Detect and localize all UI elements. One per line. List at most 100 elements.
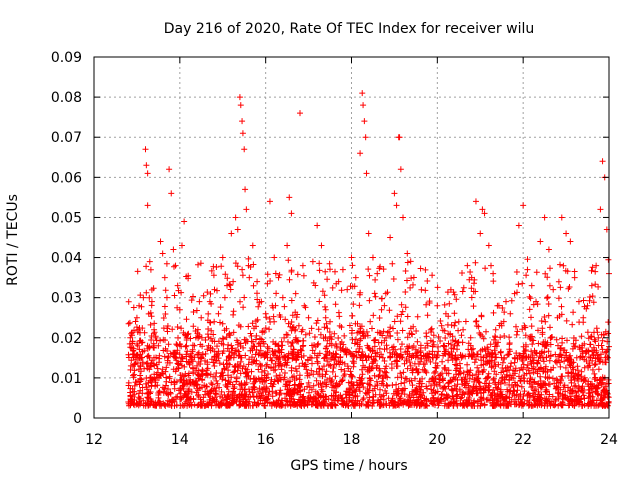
data-point — [397, 166, 404, 173]
data-point — [284, 242, 291, 249]
data-point — [447, 330, 454, 337]
data-point — [503, 298, 509, 305]
data-point — [335, 278, 342, 285]
data-point — [374, 270, 381, 277]
data-point — [262, 310, 269, 317]
data-point — [348, 254, 355, 261]
x-tick-label: 22 — [514, 432, 532, 448]
data-point — [550, 286, 557, 293]
data-point — [309, 258, 316, 265]
y-tick-label: 0.04 — [51, 251, 82, 267]
data-point — [362, 134, 369, 141]
data-point — [479, 206, 486, 213]
data-point — [391, 190, 398, 197]
data-point — [168, 190, 175, 197]
x-tick-label: 24 — [600, 432, 618, 448]
y-tick-label: 0.06 — [51, 170, 82, 186]
data-point — [242, 186, 249, 193]
data-markers — [125, 90, 612, 409]
data-point — [498, 322, 505, 329]
data-point — [485, 242, 492, 249]
x-tick-label: 18 — [343, 432, 361, 448]
data-point — [528, 282, 535, 289]
data-point — [520, 202, 527, 209]
data-point — [352, 274, 359, 281]
data-point — [243, 206, 250, 213]
data-point — [236, 94, 243, 101]
data-point — [567, 238, 574, 245]
data-point — [136, 302, 143, 309]
y-tick-label: 0.09 — [51, 50, 82, 66]
data-point — [515, 222, 522, 229]
y-tick-label: 0.07 — [51, 130, 82, 146]
data-point — [593, 262, 600, 269]
data-point — [228, 230, 235, 237]
y-tick-label: 0.05 — [51, 210, 82, 226]
data-point — [133, 314, 140, 321]
data-point — [258, 298, 265, 305]
data-point — [558, 214, 565, 221]
data-point — [211, 318, 218, 325]
data-point — [176, 306, 183, 313]
data-point — [322, 306, 329, 313]
data-point — [181, 218, 188, 225]
data-point — [314, 222, 321, 229]
data-point — [494, 302, 501, 309]
data-point — [138, 354, 145, 361]
data-point — [442, 310, 449, 317]
y-tick-label: 0 — [73, 411, 82, 427]
data-point — [434, 302, 441, 309]
data-point — [318, 242, 325, 249]
x-tick-label: 16 — [257, 432, 275, 448]
data-point — [142, 146, 149, 153]
data-point — [408, 330, 415, 337]
data-point — [292, 290, 299, 297]
data-point — [305, 314, 312, 321]
data-point — [331, 330, 338, 337]
data-point — [219, 254, 226, 261]
data-point — [387, 234, 394, 241]
data-point — [125, 398, 132, 405]
data-point — [451, 342, 458, 349]
data-point — [198, 370, 205, 377]
data-point — [232, 214, 239, 221]
chart-title: Day 216 of 2020, Rate Of TEC Index for r… — [164, 21, 534, 37]
data-point — [206, 298, 213, 305]
data-point — [481, 210, 488, 217]
data-point — [490, 270, 497, 277]
data-point — [159, 250, 166, 257]
data-point — [412, 346, 419, 353]
data-point — [472, 198, 479, 205]
x-tick-label: 12 — [85, 432, 103, 448]
data-point — [237, 102, 244, 109]
data-point — [404, 250, 411, 257]
data-point — [363, 170, 370, 177]
data-point — [588, 282, 595, 289]
data-point — [140, 294, 147, 301]
data-point — [537, 238, 544, 245]
data-point — [438, 322, 445, 329]
data-point — [144, 170, 151, 177]
x-tick-label: 14 — [171, 432, 189, 448]
data-point — [360, 102, 367, 109]
data-point — [400, 214, 406, 221]
data-point — [339, 266, 346, 273]
data-point — [189, 346, 196, 353]
data-point — [148, 298, 155, 305]
data-point — [460, 326, 467, 333]
data-point — [359, 90, 366, 97]
data-point — [131, 382, 138, 389]
data-point — [477, 230, 484, 237]
data-point — [464, 262, 471, 269]
data-point — [172, 262, 179, 269]
data-point — [185, 330, 192, 337]
data-point — [202, 350, 209, 357]
data-point — [563, 230, 570, 237]
data-point — [127, 366, 134, 373]
data-point — [533, 298, 540, 305]
y-tick-label: 0.02 — [51, 331, 82, 347]
data-point — [378, 306, 385, 313]
data-point — [507, 310, 514, 317]
data-point — [286, 194, 293, 201]
